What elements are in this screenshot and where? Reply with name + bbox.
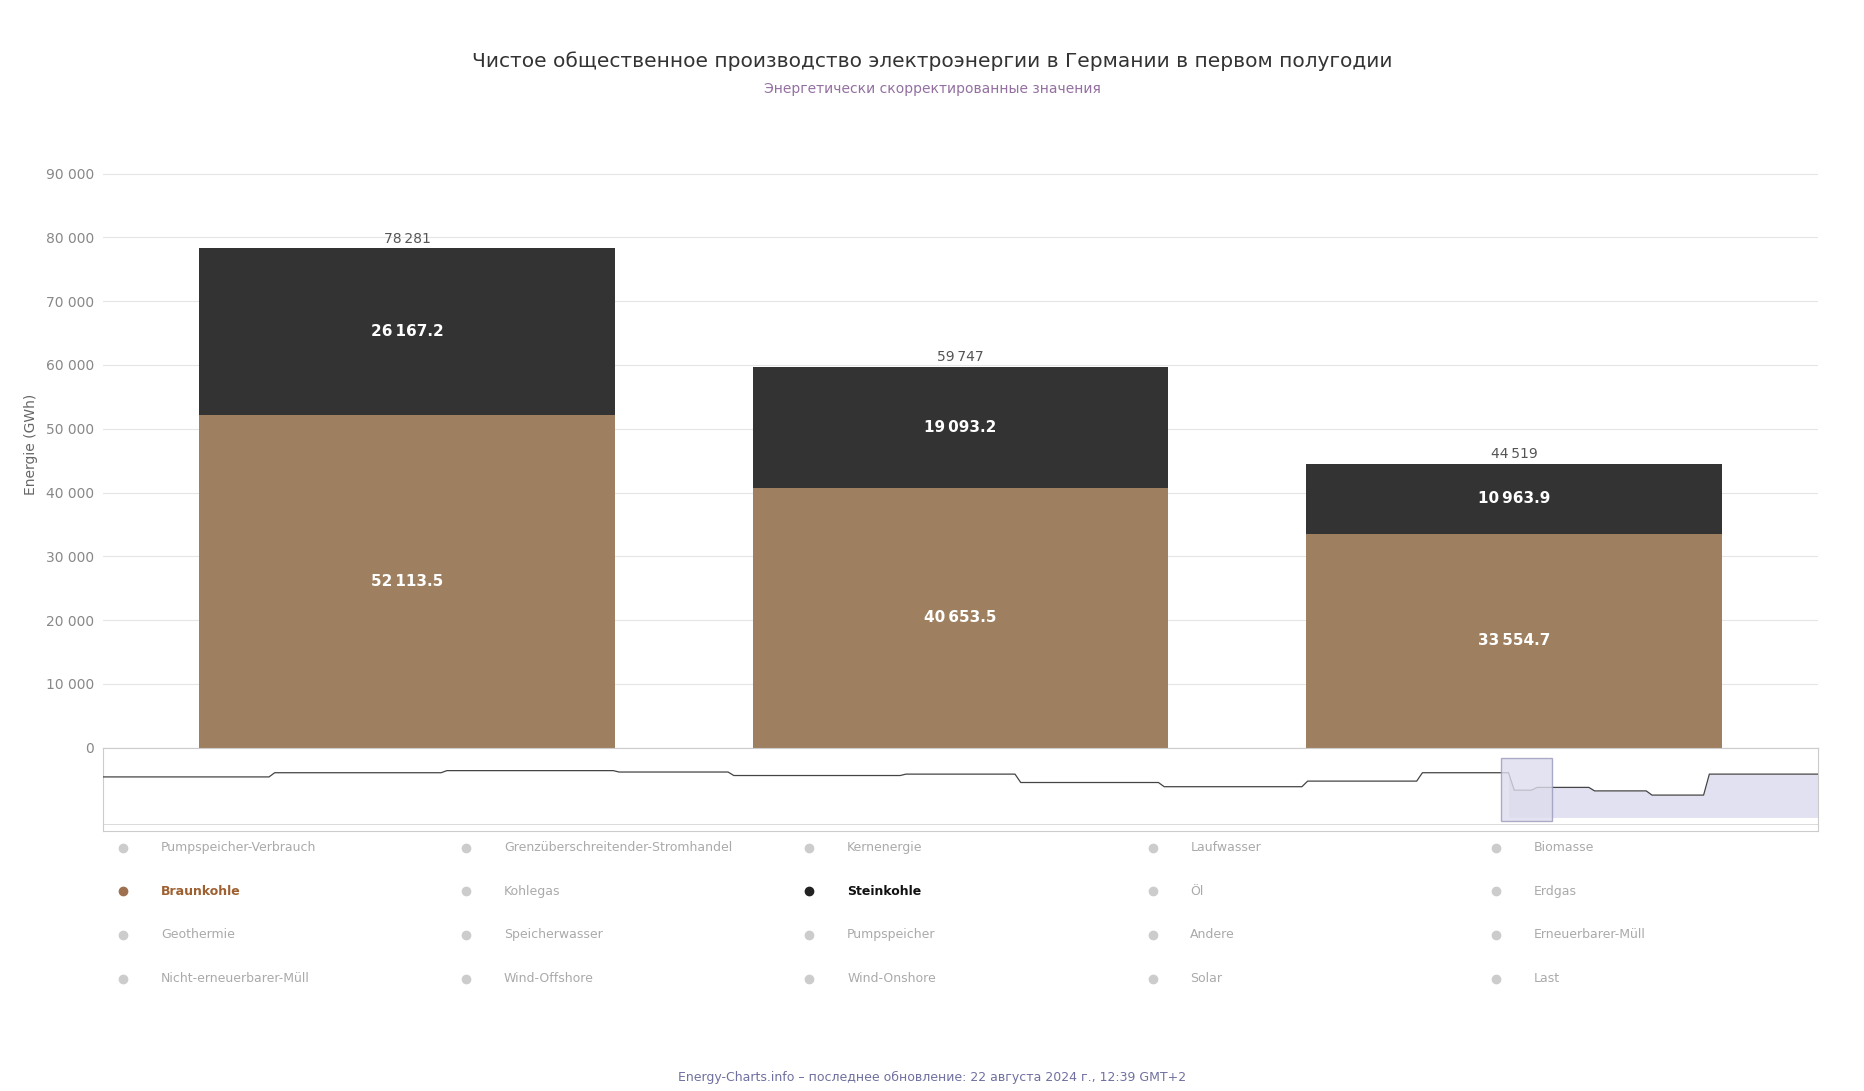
Text: Nicht-erneuerbarer-Müll: Nicht-erneuerbarer-Müll (160, 972, 309, 985)
Text: Laufwasser: Laufwasser (1189, 841, 1260, 854)
FancyBboxPatch shape (1501, 758, 1551, 820)
Text: Pumpspeicher: Pumpspeicher (846, 928, 936, 942)
Text: 78 281: 78 281 (384, 232, 431, 245)
X-axis label: Halbjahr: Halbjahr (928, 779, 992, 794)
Text: 19 093.2: 19 093.2 (925, 420, 995, 435)
Text: Steinkohle: Steinkohle (846, 885, 921, 898)
Bar (753, 367, 1167, 489)
Text: Wind-Offshore: Wind-Offshore (503, 972, 593, 985)
Text: Geothermie: Geothermie (160, 928, 235, 942)
Text: 59 747: 59 747 (938, 350, 984, 364)
Bar (199, 416, 615, 747)
Text: Last: Last (1532, 972, 1558, 985)
Text: 10 963.9: 10 963.9 (1476, 491, 1549, 506)
Bar (1305, 533, 1720, 747)
Text: 52 113.5: 52 113.5 (371, 574, 444, 589)
Text: Speicherwasser: Speicherwasser (503, 928, 602, 942)
Bar (1305, 464, 1720, 533)
Bar (753, 489, 1167, 747)
Text: 33 554.7: 33 554.7 (1476, 633, 1549, 648)
Text: Andere: Andere (1189, 928, 1234, 942)
Text: 40 653.5: 40 653.5 (925, 611, 995, 625)
Text: 26 167.2: 26 167.2 (371, 324, 444, 339)
Text: Energy-Charts.info – последнее обновление: 22 августа 2024 г., 12:39 GMT+2: Energy-Charts.info – последнее обновлени… (678, 1071, 1186, 1084)
Text: Grenzüberschreitender-Stromhandel: Grenzüberschreitender-Stromhandel (503, 841, 733, 854)
Text: Kohlegas: Kohlegas (503, 885, 561, 898)
Bar (199, 249, 615, 416)
Text: Kernenergie: Kernenergie (846, 841, 923, 854)
Text: 44 519: 44 519 (1489, 447, 1536, 461)
Text: Pumpspeicher-Verbrauch: Pumpspeicher-Verbrauch (160, 841, 317, 854)
Text: Biomasse: Biomasse (1532, 841, 1594, 854)
Text: Braunkohle: Braunkohle (160, 885, 240, 898)
Text: Чистое общественное производство электроэнергии в Германии в первом полугодии: Чистое общественное производство электро… (472, 51, 1392, 71)
Text: Öl: Öl (1189, 885, 1202, 898)
Text: Wind-Onshore: Wind-Onshore (846, 972, 936, 985)
Text: Энергетически скорректированные значения: Энергетически скорректированные значения (764, 83, 1100, 96)
Text: Solar: Solar (1189, 972, 1221, 985)
Text: Erdgas: Erdgas (1532, 885, 1575, 898)
Y-axis label: Energie (GWh): Energie (GWh) (24, 394, 37, 495)
Text: Erneuerbarer-Müll: Erneuerbarer-Müll (1532, 928, 1644, 942)
